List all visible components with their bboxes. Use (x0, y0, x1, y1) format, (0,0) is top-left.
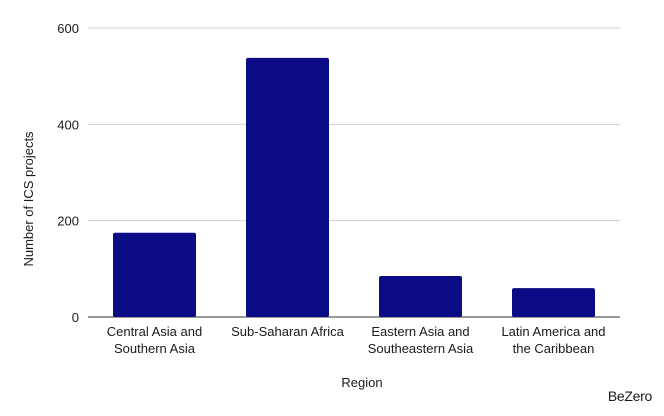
x-tick-label-line: Eastern Asia and (371, 324, 469, 339)
bar (246, 57, 329, 317)
x-tick-label: Sub-Saharan Africa (231, 324, 345, 339)
x-tick-label-line: Southeastern Asia (368, 341, 474, 356)
x-axis-title: Region (341, 375, 382, 390)
x-tick-label-line: Sub-Saharan Africa (231, 324, 345, 339)
y-axis-title: Number of ICS projects (21, 131, 36, 267)
bar (512, 288, 595, 317)
y-axis-ticks: 0 200 400 600 (57, 21, 79, 325)
x-tick-label-line: Latin America and (501, 324, 605, 339)
y-tick-label: 200 (57, 214, 79, 229)
x-tick-label: Central Asia and Southern Asia (107, 324, 202, 356)
x-tick-label-line: Southern Asia (114, 341, 196, 356)
y-tick-label: 600 (57, 21, 79, 36)
x-tick-label: Latin America and the Caribbean (501, 324, 605, 356)
bars (113, 57, 595, 317)
x-tick-label: Eastern Asia and Southeastern Asia (368, 324, 474, 356)
y-tick-label: 400 (57, 117, 79, 132)
bar (113, 232, 196, 317)
brand-logo: BeZero (608, 388, 653, 404)
x-axis-ticks: Central Asia and Southern Asia Sub-Saharan… (107, 324, 606, 356)
x-tick-label-line: the Caribbean (513, 341, 595, 356)
x-tick-label-line: Central Asia and (107, 324, 202, 339)
y-tick-label: 0 (72, 310, 79, 325)
bar (379, 276, 462, 317)
